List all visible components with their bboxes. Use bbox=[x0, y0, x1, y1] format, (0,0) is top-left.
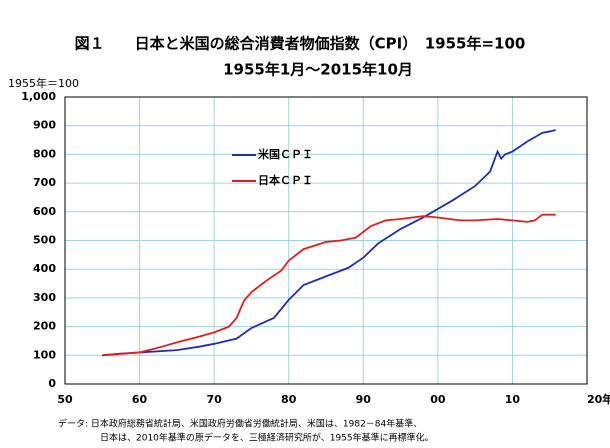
x-tick-label: 60 bbox=[132, 393, 148, 406]
x-tick-label: 20年 bbox=[587, 392, 610, 406]
chart-title: 図１ 日本と米国の総合消費者物価指数（CPI） 1955年=100 bbox=[75, 35, 526, 53]
x-tick-label: 50 bbox=[57, 393, 73, 406]
y-tick-label: 200 bbox=[33, 320, 56, 333]
legend-label: 米国ＣＰＩ bbox=[257, 147, 313, 161]
y-tick-label: 400 bbox=[33, 262, 56, 275]
chart-subtitle: 1955年1月～2015年10月 bbox=[223, 61, 413, 79]
data-line bbox=[102, 213, 556, 357]
y-tick-label: 300 bbox=[33, 291, 56, 304]
data-line bbox=[102, 129, 556, 357]
x-tick-label: 10 bbox=[505, 393, 521, 406]
note: 日本は、2010年基準の原データを、三極経済研究所が、1955年基準に再標準化。 bbox=[100, 432, 434, 444]
y-axis-label: 1955年＝100 bbox=[8, 76, 79, 90]
x-tick-label: 90 bbox=[356, 393, 372, 406]
y-tick-label: 900 bbox=[33, 119, 56, 132]
y-tick-label: 800 bbox=[33, 147, 56, 160]
x-tick-label: 70 bbox=[206, 393, 222, 406]
y-tick-label: 1,000 bbox=[21, 90, 56, 103]
x-tick-label: 80 bbox=[281, 393, 297, 406]
x-tick-label: 00 bbox=[430, 393, 446, 406]
note: データ: 日本政府総務省統計局、米国政府労働省労働統計局、米国は、1982－84… bbox=[58, 418, 422, 430]
legend-label: 日本ＣＰＩ bbox=[258, 173, 313, 187]
y-tick-label: 600 bbox=[33, 205, 56, 218]
plot-frame bbox=[64, 96, 588, 385]
y-tick-label: 100 bbox=[33, 348, 56, 361]
y-tick-label: 700 bbox=[33, 176, 56, 189]
y-tick-label: 500 bbox=[33, 234, 56, 247]
y-tick-label: 0 bbox=[48, 377, 56, 390]
